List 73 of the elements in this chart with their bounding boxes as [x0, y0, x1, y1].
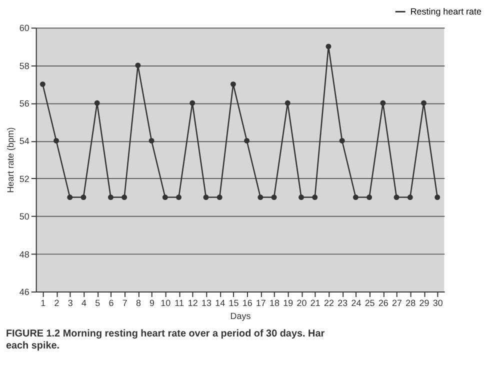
x-tick-label: 4	[81, 298, 86, 308]
x-tick-label: 14	[215, 298, 226, 308]
point	[394, 194, 400, 200]
x-tick-label: 8	[136, 298, 141, 308]
x-axis-title: Days	[230, 310, 252, 321]
point	[312, 194, 318, 200]
point	[339, 138, 345, 144]
x-tick-label: 17	[256, 298, 266, 308]
x-tick-label: 19	[283, 298, 294, 308]
x-tick-label: 22	[324, 298, 334, 308]
point	[258, 194, 264, 200]
x-tick-label: 12	[188, 298, 198, 308]
point	[54, 138, 59, 144]
x-tick-label: 18	[270, 298, 280, 308]
point	[271, 194, 277, 200]
point	[352, 194, 358, 200]
point	[148, 138, 154, 144]
point	[176, 194, 182, 200]
x-tick-label: 29	[419, 298, 430, 308]
x-tick-label: 23	[338, 298, 348, 308]
x-tick-label: 10	[160, 298, 171, 308]
point	[380, 100, 386, 106]
x-tick-label: 7	[122, 298, 128, 308]
x-tick-label: 5	[95, 298, 100, 308]
x-tick-label: 30	[432, 298, 443, 308]
y-tick-label: 58	[19, 60, 30, 71]
x-tick-label: 21	[310, 298, 320, 308]
point	[421, 100, 426, 106]
x-tick-label: 15	[228, 298, 239, 308]
point	[326, 44, 332, 50]
x-tick-label: 25	[364, 298, 375, 308]
y-tick-label: 52	[19, 174, 30, 184]
point	[40, 81, 46, 87]
point	[94, 100, 100, 106]
x-tick-label: 6	[108, 298, 114, 308]
x-tick-label: 16	[242, 298, 252, 308]
point	[230, 81, 236, 87]
y-tick-label: 54	[19, 136, 30, 146]
y-tick-label: 50	[19, 212, 30, 222]
x-tick-label: 28	[406, 298, 416, 308]
point	[190, 100, 196, 106]
point	[284, 100, 290, 106]
x-tick-label: 20	[296, 298, 307, 308]
legend-label: Resting heart rate	[410, 6, 482, 17]
x-tick-label: 9	[150, 298, 155, 308]
y-tick-label: 48	[19, 249, 30, 260]
x-tick-label: 13	[202, 298, 212, 308]
x-tick-label: 1	[40, 298, 46, 308]
x-tick-label: 27	[392, 298, 402, 308]
caption: FIGURE 1.2 Morning resting heart rate over a period of 30 days. Har	[6, 328, 325, 340]
point	[80, 194, 86, 200]
point	[244, 138, 250, 144]
y-axis-title: Heart rate (bpm)	[5, 127, 16, 193]
point	[298, 194, 304, 200]
text: each spike.	[6, 340, 60, 352]
point	[203, 194, 209, 200]
point	[434, 194, 440, 200]
point	[407, 194, 413, 200]
point	[108, 194, 114, 200]
point	[162, 194, 168, 200]
y-tick-label: 60	[19, 23, 30, 34]
y-tick-label: 46	[19, 287, 30, 298]
point	[366, 194, 372, 200]
x-tick-label: 26	[378, 298, 388, 308]
point	[122, 194, 128, 200]
x-tick-label: 3	[68, 298, 73, 308]
point	[135, 62, 141, 68]
y-tick-label: 56	[19, 98, 30, 109]
x-tick-label: 24	[351, 298, 362, 308]
x-tick-label: 2	[54, 298, 60, 308]
point	[216, 194, 222, 200]
point	[67, 194, 73, 200]
x-tick-label: 11	[174, 298, 184, 308]
